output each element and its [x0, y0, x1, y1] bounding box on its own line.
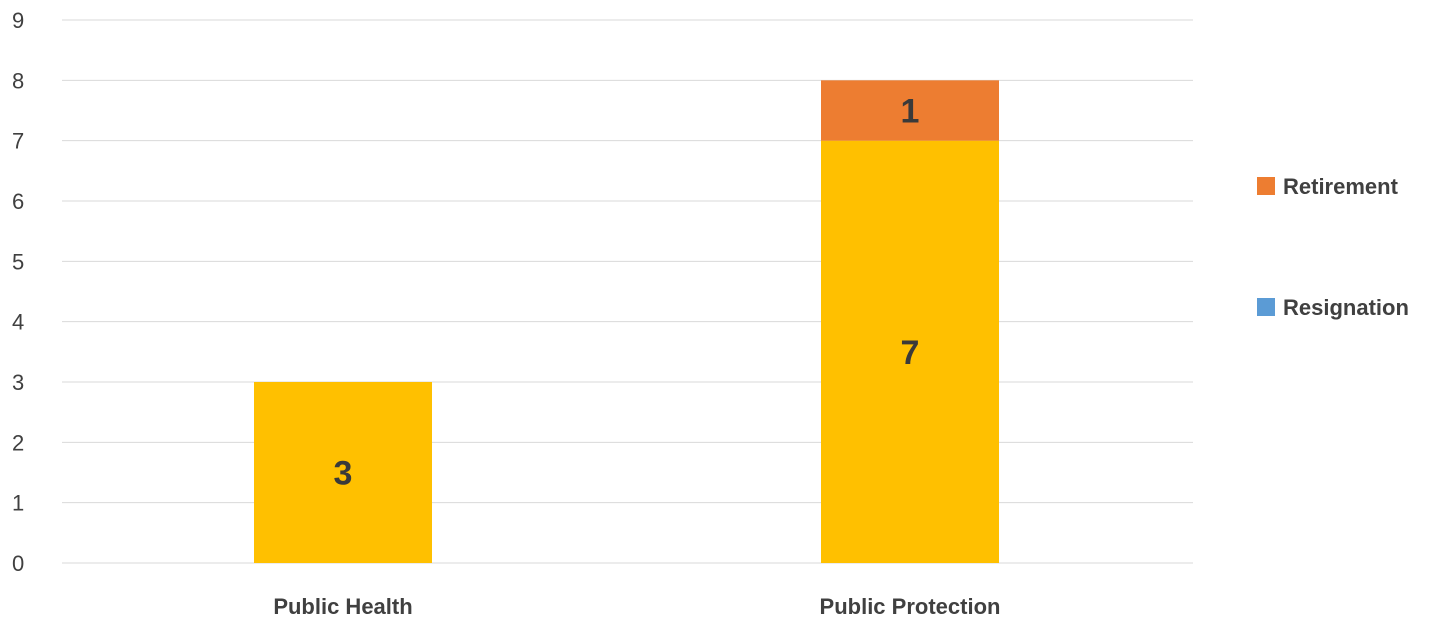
y-tick-label: 1 [12, 491, 24, 516]
data-label: 7 [901, 334, 920, 372]
data-label: 1 [901, 93, 920, 131]
y-tick-label: 8 [12, 68, 24, 93]
y-tick-label: 0 [12, 551, 24, 576]
data-labels: 3 7 1 [334, 93, 920, 493]
y-tick-label: 2 [12, 430, 24, 455]
legend: Retirement Resignation [1257, 174, 1409, 320]
x-category-label: Public Protection [820, 594, 1001, 618]
legend-swatch-retirement [1257, 177, 1275, 195]
x-axis-category-labels: Public Health Public Protection [273, 594, 1000, 618]
bars [254, 80, 999, 563]
data-label: 3 [334, 455, 353, 493]
y-tick-label: 4 [12, 310, 24, 335]
y-tick-label: 6 [12, 189, 24, 214]
y-tick-label: 9 [12, 8, 24, 33]
gridlines [62, 19, 1193, 564]
y-tick-label: 5 [12, 249, 24, 274]
y-tick-label: 3 [12, 370, 24, 395]
y-axis-tick-labels: 0 1 2 3 4 5 6 7 8 9 [12, 8, 24, 576]
legend-swatch-resignation [1257, 298, 1275, 316]
y-tick-label: 7 [12, 129, 24, 154]
bar-retirement-public-protection [821, 80, 999, 141]
x-category-label: Public Health [273, 594, 412, 618]
legend-label-resignation: Resignation [1283, 295, 1409, 320]
bar-resignation-public-protection [821, 140, 999, 563]
bar-resignation-public-health [254, 382, 432, 563]
legend-label-retirement: Retirement [1283, 174, 1399, 199]
